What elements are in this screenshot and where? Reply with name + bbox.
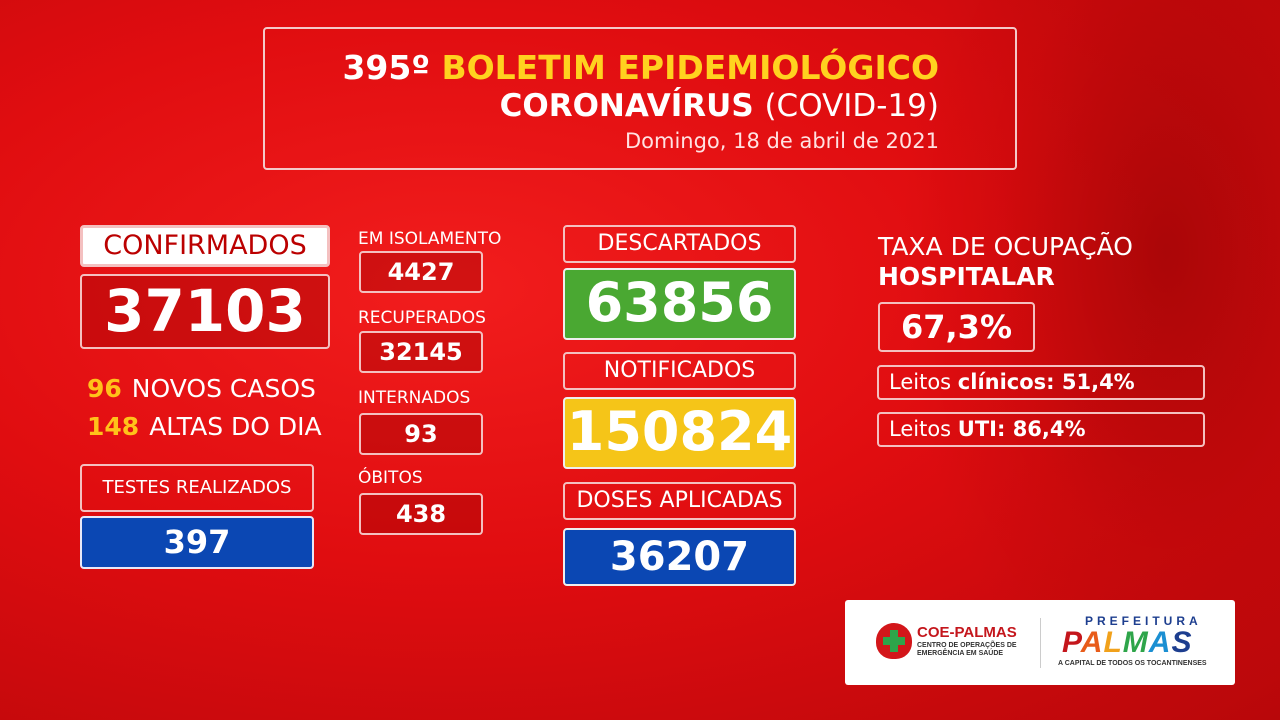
confirmados-label: CONFIRMADOS	[80, 225, 330, 267]
leitos-uti-prefix: Leitos	[889, 417, 952, 441]
obitos-label: ÓBITOS	[358, 468, 423, 488]
isolamento-value: 4427	[359, 251, 483, 293]
internados-label: INTERNADOS	[358, 388, 471, 408]
descartados-value: 63856	[563, 268, 796, 340]
recuperados-value: 32145	[359, 331, 483, 373]
novos-casos-number: 96	[87, 374, 122, 403]
doses-label: DOSES APLICADAS	[563, 482, 796, 520]
leitos-clinicos-prefix: Leitos	[889, 370, 952, 394]
bulletin-date: Domingo, 18 de abril de 2021	[624, 129, 939, 153]
palmas-letter: A	[1148, 626, 1172, 659]
altas-do-dia: 148 ALTAS DO DIA	[87, 412, 322, 441]
ocupacao-title-line1: TAXA DE OCUPAÇÃO	[878, 232, 1133, 261]
header-frame	[263, 27, 1017, 170]
bulletin-title: 395º BOLETIM EPIDEMIOLÓGICO	[263, 48, 939, 87]
novos-casos: 96 NOVOS CASOS	[87, 374, 316, 403]
descartados-label: DESCARTADOS	[563, 225, 796, 263]
coe-logo-subtitle: CENTRO DE OPERAÇÕES DE EMERGÊNCIA EM SAÚ…	[917, 642, 1017, 657]
isolamento-label: EM ISOLAMENTO	[358, 229, 502, 249]
notificados-value: 150824	[563, 397, 796, 469]
palmas-letter: M	[1122, 626, 1149, 659]
internados-value: 93	[359, 413, 483, 455]
coe-logo-name: COE-PALMAS	[917, 624, 1017, 641]
altas-number: 148	[87, 412, 140, 441]
novos-casos-label: NOVOS CASOS	[131, 374, 316, 403]
ocupacao-title-line2: HOSPITALAR	[878, 262, 1055, 291]
title-text: BOLETIM EPIDEMIOLÓGICO	[441, 48, 939, 87]
ocupacao-value: 67,3%	[878, 302, 1035, 352]
logo-divider	[1040, 618, 1041, 668]
palmas-letter: P	[1062, 626, 1081, 659]
leitos-uti: Leitos UTI: 86,4%	[877, 412, 1205, 447]
recuperados-label: RECUPERADOS	[358, 308, 486, 328]
edition-number: 395º	[342, 48, 430, 87]
leitos-clinicos-value: clínicos: 51,4%	[957, 370, 1135, 394]
leitos-uti-value: UTI: 86,4%	[957, 417, 1086, 441]
testes-value: 397	[80, 516, 314, 569]
leitos-clinicos: Leitos clínicos: 51,4%	[877, 365, 1205, 400]
medical-cross-icon	[876, 623, 912, 659]
subtitle-paren: (COVID-19)	[764, 88, 939, 124]
notificados-label: NOTIFICADOS	[563, 352, 796, 390]
doses-value: 36207	[563, 528, 796, 586]
palmas-letter: S	[1171, 626, 1193, 659]
bulletin-subtitle: CORONAVÍRUS (COVID-19)	[263, 88, 939, 124]
testes-label: TESTES REALIZADOS	[80, 464, 314, 512]
palmas-letter: L	[1103, 626, 1123, 659]
prefeitura-label: PREFEITURA	[1085, 614, 1202, 628]
subtitle-bold: CORONAVÍRUS	[499, 88, 754, 124]
palmas-logo: PALMAS	[1062, 626, 1192, 660]
obitos-value: 438	[359, 493, 483, 535]
confirmados-value: 37103	[80, 274, 330, 349]
palmas-logo-subtitle: A CAPITAL DE TODOS OS TOCANTINENSES	[1058, 660, 1207, 667]
palmas-letter: A	[1080, 626, 1104, 659]
altas-label: ALTAS DO DIA	[149, 412, 322, 441]
